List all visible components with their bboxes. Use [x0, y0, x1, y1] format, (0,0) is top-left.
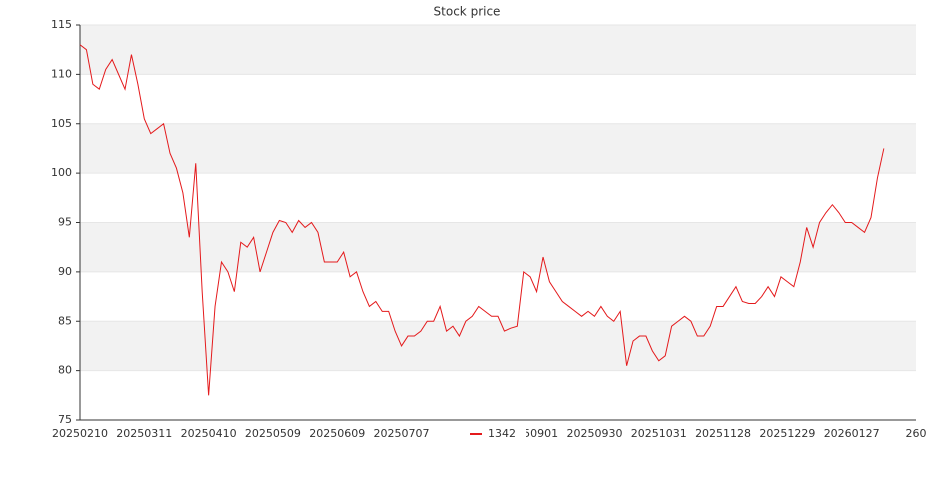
x-tick-label: 20250210 — [52, 427, 108, 440]
y-tick-label: 75 — [58, 413, 72, 426]
x-tick-label: 20250609 — [309, 427, 365, 440]
grid-band — [80, 321, 916, 371]
x-tick-label: 20251128 — [695, 427, 751, 440]
x-tick-label: 20250707 — [374, 427, 430, 440]
x-tick-label: 20250930 — [566, 427, 622, 440]
x-tick-label: 20251031 — [631, 427, 687, 440]
grid-band — [80, 25, 916, 75]
chart-title: Stock price — [434, 5, 501, 19]
grid-band — [80, 123, 916, 174]
legend-box — [464, 426, 526, 442]
y-tick-label: 110 — [51, 67, 72, 80]
x-tick-label: 20250311 — [116, 427, 172, 440]
price-line — [79, 44, 885, 396]
y-tick-label: 100 — [51, 166, 72, 179]
y-tick-label: 85 — [58, 314, 72, 327]
x-tick-label: 20260127 — [824, 427, 880, 440]
x-tick-label: 260 — [906, 427, 927, 440]
y-tick-label: 105 — [51, 117, 72, 130]
x-tick-label: 20251229 — [759, 427, 815, 440]
y-tick-label: 115 — [51, 18, 72, 31]
x-tick-label: 20250410 — [181, 427, 237, 440]
grid-band — [80, 222, 916, 272]
y-tick-label: 90 — [58, 265, 72, 278]
y-tick-label: 95 — [58, 216, 72, 229]
x-tick-label: 20250509 — [245, 427, 301, 440]
legend-label: 1342 — [488, 427, 516, 440]
y-tick-label: 80 — [58, 364, 72, 377]
